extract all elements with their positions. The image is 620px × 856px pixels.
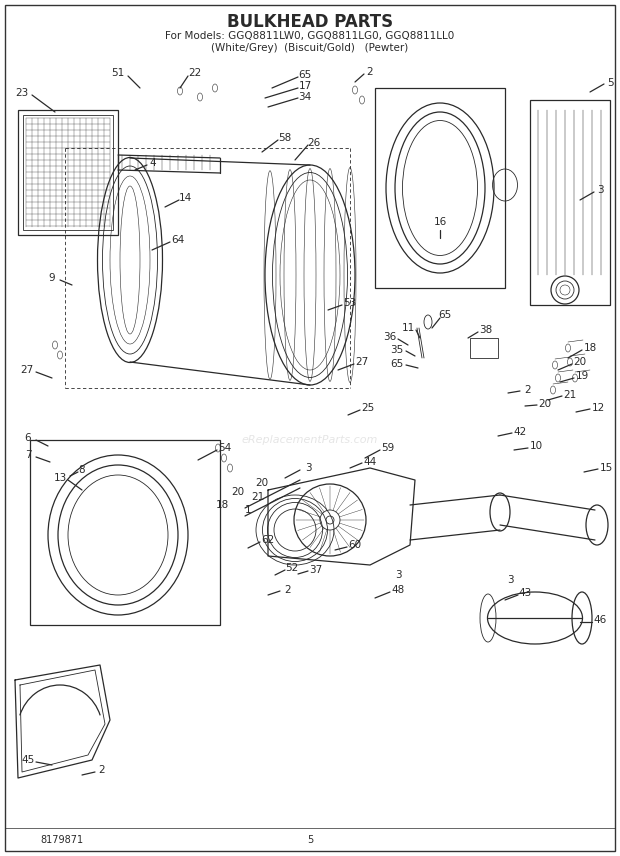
Text: 37: 37 — [309, 565, 322, 575]
Text: 46: 46 — [593, 615, 606, 625]
Text: 53: 53 — [343, 298, 356, 308]
Text: 3: 3 — [395, 570, 401, 580]
Text: 43: 43 — [518, 588, 531, 598]
Text: 4: 4 — [149, 158, 156, 168]
Text: BULKHEAD PARTS: BULKHEAD PARTS — [227, 13, 393, 31]
Text: 18: 18 — [583, 343, 596, 353]
Text: 27: 27 — [355, 357, 369, 367]
Text: 23: 23 — [16, 88, 29, 98]
Text: 14: 14 — [179, 193, 192, 203]
Text: 17: 17 — [298, 81, 312, 91]
Bar — [23, 115, 113, 230]
Bar — [530, 100, 610, 305]
Text: 9: 9 — [49, 273, 55, 283]
Text: 11: 11 — [401, 323, 415, 333]
Text: 44: 44 — [363, 457, 376, 467]
Text: 65: 65 — [298, 70, 312, 80]
Bar — [18, 110, 118, 235]
Text: 8: 8 — [79, 465, 86, 475]
Text: 45: 45 — [21, 755, 35, 765]
Bar — [470, 338, 498, 358]
Text: 20: 20 — [574, 357, 587, 367]
Text: 51: 51 — [112, 68, 125, 78]
Text: eReplacementParts.com: eReplacementParts.com — [242, 435, 378, 445]
Text: 42: 42 — [513, 427, 526, 437]
Text: 2: 2 — [525, 385, 531, 395]
Text: 59: 59 — [381, 443, 394, 453]
Text: 5: 5 — [307, 835, 313, 845]
Text: 35: 35 — [391, 345, 404, 355]
Text: 36: 36 — [383, 332, 397, 342]
Bar — [30, 440, 220, 625]
Text: 62: 62 — [262, 535, 275, 545]
Text: 64: 64 — [171, 235, 185, 245]
Text: 7: 7 — [25, 450, 32, 460]
Text: 52: 52 — [285, 563, 299, 573]
Text: 20: 20 — [538, 399, 552, 409]
Text: 10: 10 — [529, 441, 542, 451]
Text: 27: 27 — [20, 365, 33, 375]
Text: 58: 58 — [278, 133, 291, 143]
Text: 12: 12 — [591, 403, 604, 413]
Text: 3: 3 — [304, 463, 311, 473]
Text: 19: 19 — [575, 371, 588, 381]
Text: 25: 25 — [361, 403, 374, 413]
Text: 20: 20 — [255, 478, 268, 488]
Text: 21: 21 — [251, 492, 265, 502]
Text: 6: 6 — [25, 433, 32, 443]
Text: 13: 13 — [53, 473, 66, 483]
Text: 48: 48 — [391, 585, 405, 595]
Text: 16: 16 — [433, 217, 446, 227]
Text: 22: 22 — [188, 68, 202, 78]
Bar — [375, 88, 505, 288]
Text: (White/Grey)  (Biscuit/Gold)   (Pewter): (White/Grey) (Biscuit/Gold) (Pewter) — [211, 43, 409, 53]
Text: 8179871: 8179871 — [40, 835, 83, 845]
Text: 3: 3 — [596, 185, 603, 195]
Text: 34: 34 — [298, 92, 312, 102]
Text: 3: 3 — [507, 575, 513, 585]
Text: 21: 21 — [564, 390, 577, 400]
Text: 20: 20 — [231, 487, 244, 497]
Text: 2: 2 — [366, 67, 373, 77]
Text: 65: 65 — [391, 359, 404, 369]
Text: 2: 2 — [285, 585, 291, 595]
Text: 2: 2 — [99, 765, 105, 775]
Text: 65: 65 — [438, 310, 451, 320]
Text: 26: 26 — [308, 138, 321, 148]
Text: 5: 5 — [607, 78, 613, 88]
Text: 38: 38 — [479, 325, 493, 335]
Text: 60: 60 — [348, 540, 361, 550]
Text: 54: 54 — [218, 443, 232, 453]
Text: 1: 1 — [245, 505, 251, 515]
Text: 15: 15 — [600, 463, 613, 473]
Text: 18: 18 — [215, 500, 229, 510]
Text: For Models: GGQ8811LW0, GGQ8811LG0, GGQ8811LL0: For Models: GGQ8811LW0, GGQ8811LG0, GGQ8… — [166, 31, 454, 41]
